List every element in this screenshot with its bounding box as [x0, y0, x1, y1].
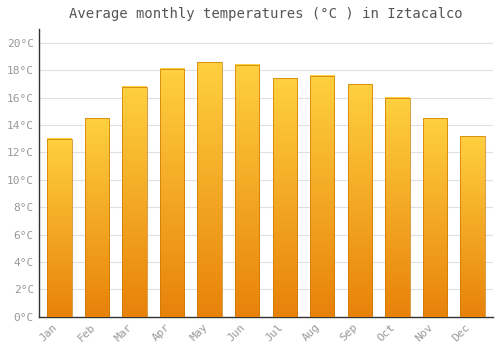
Bar: [198, 62, 222, 317]
Bar: [122, 86, 146, 317]
Bar: [348, 84, 372, 317]
Bar: [160, 69, 184, 317]
Bar: [272, 78, 297, 317]
Bar: [235, 65, 260, 317]
Title: Average monthly temperatures (°C ) in Iztacalco: Average monthly temperatures (°C ) in Iz…: [69, 7, 462, 21]
Bar: [385, 98, 409, 317]
Bar: [422, 118, 447, 317]
Bar: [310, 76, 334, 317]
Bar: [85, 118, 109, 317]
Bar: [460, 136, 484, 317]
Bar: [48, 139, 72, 317]
